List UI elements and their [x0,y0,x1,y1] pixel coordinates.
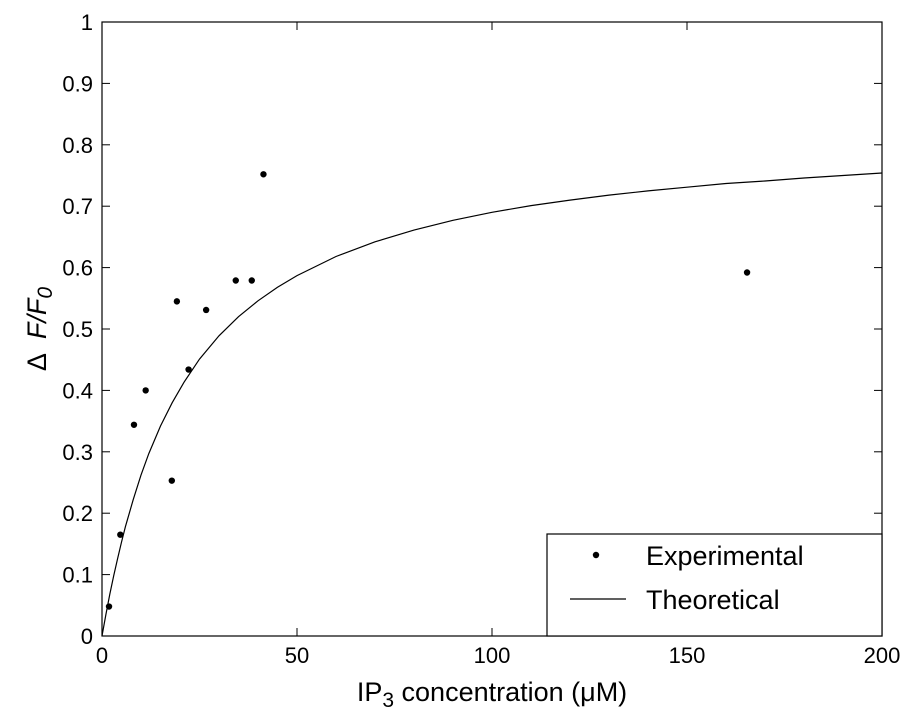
experimental-point [173,298,181,305]
y-tick-label: 0 [81,624,93,649]
experimental-point [168,477,176,484]
y-tick-label: 0.7 [62,194,93,219]
x-tick-label: 200 [864,643,901,668]
experimental-point [142,387,149,394]
x-tick-label: 100 [474,643,511,668]
experimental-point [260,171,267,178]
y-ticks: 0 0.1 0.2 0.3 0.4 0.5 0.6 0.7 0.8 0.9 1 [62,10,882,649]
y-tick-label: 0.9 [62,71,93,96]
legend-label-experimental: Experimental [646,541,804,571]
experimental-point [130,421,138,428]
legend-box [546,533,883,637]
y-tick-label: 0.3 [62,440,93,465]
experimental-point [232,277,239,284]
x-axis-title: IP3 concentration (μM) [357,677,627,712]
y-tick-label: 0.6 [62,256,93,281]
experimental-series-points [105,171,751,610]
y-tick-label: 0.1 [62,563,93,588]
y-tick-label: 0.5 [62,317,93,342]
experimental-point [105,603,113,610]
experimental-point [743,269,751,276]
y-tick-label: 1 [81,10,93,35]
y-tick-label: 0.4 [62,378,93,403]
experimental-point [202,306,210,314]
experimental-point [248,277,255,284]
x-tick-label: 50 [285,643,309,668]
legend-marker-experimental [592,551,600,559]
x-tick-label: 0 [96,643,108,668]
legend: Experimental Theoretical [546,533,883,637]
y-tick-label: 0.8 [62,133,93,158]
experimental-point [185,366,192,373]
x-tick-label: 150 [669,643,706,668]
legend-label-theoretical: Theoretical [646,585,780,615]
y-tick-label: 0.2 [62,501,93,526]
y-axis-title: ΔF/F0 [22,287,57,372]
x-ticks: 0 50 100 150 200 [96,22,900,668]
experimental-point [117,531,124,538]
